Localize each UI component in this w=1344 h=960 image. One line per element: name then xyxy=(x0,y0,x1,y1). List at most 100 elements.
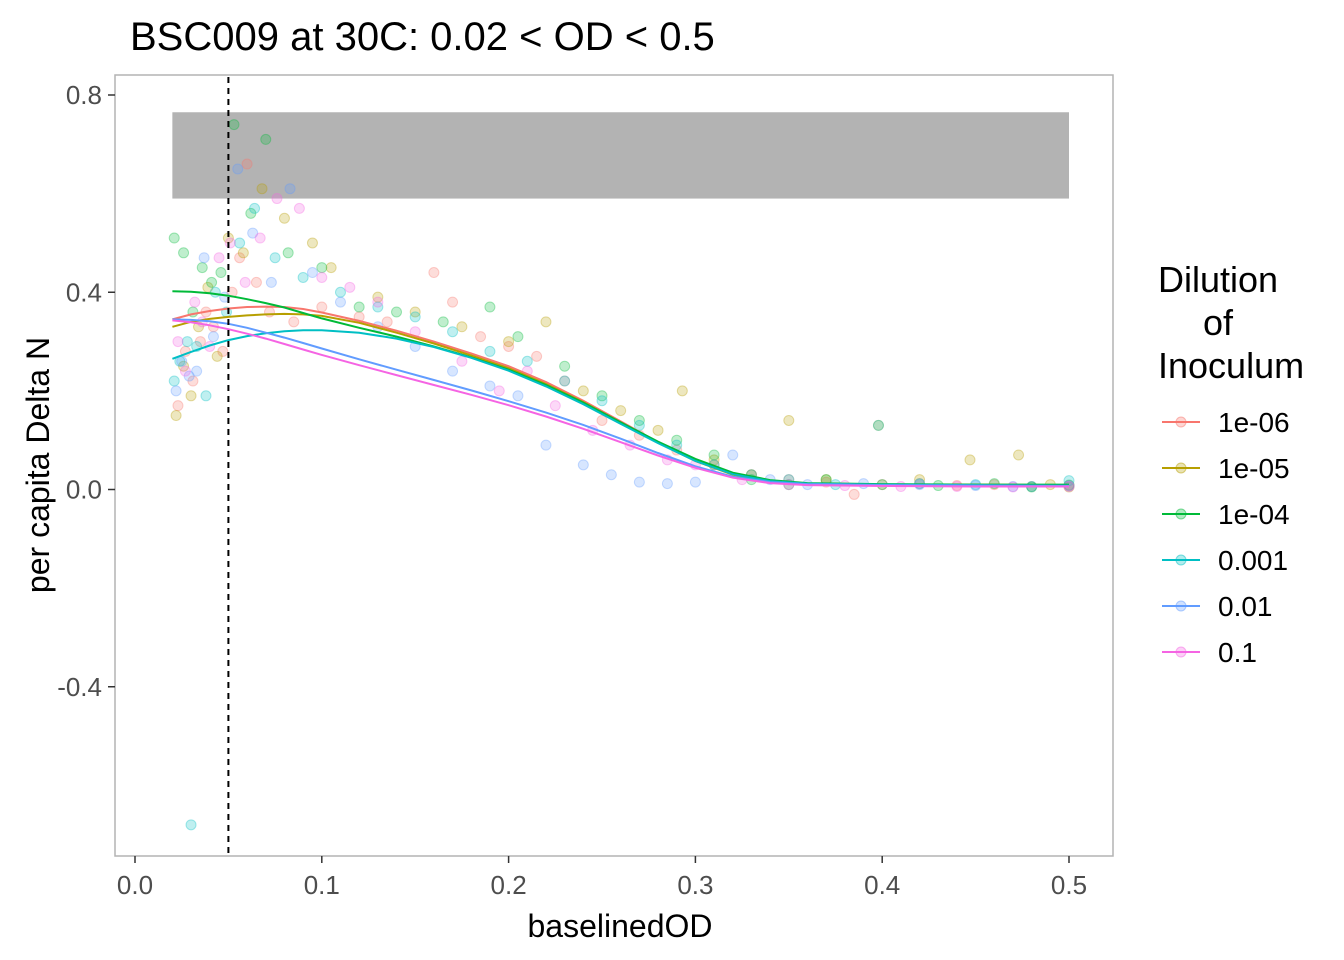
data-point-1e-04-7 xyxy=(245,207,257,219)
data-point-1e-04-18 xyxy=(633,414,645,426)
data-point-0.001-14 xyxy=(409,311,421,323)
data-point-0.01-12 xyxy=(334,296,346,308)
data-point-0.001-17 xyxy=(521,355,533,367)
data-point-1e-06-0 xyxy=(172,400,184,412)
data-point-1e-06-15 xyxy=(381,316,393,328)
data-point-0.1-1 xyxy=(179,365,191,377)
data-point-0.001-6 xyxy=(209,286,221,298)
data-point-1e-05-7 xyxy=(237,247,249,259)
data-point-1e-06-13 xyxy=(316,301,328,313)
data-point-0.1-15 xyxy=(456,355,468,367)
data-point-0.001-19 xyxy=(596,395,608,407)
data-point-1e-04-19 xyxy=(671,434,683,446)
data-point-0.001-10 xyxy=(269,252,281,264)
data-point-1e-06-17 xyxy=(447,296,459,308)
x-tick-label-1: 0.1 xyxy=(304,870,340,900)
data-point-0.01-18 xyxy=(540,439,552,451)
shaded-band xyxy=(172,112,1070,199)
data-point-0.1-9 xyxy=(271,193,283,205)
data-point-1e-05-11 xyxy=(325,262,337,274)
legend: Dilution of Inoculum 1e-06 1e-05 1e-04 0.00… xyxy=(1158,259,1304,668)
data-point-0.1-10 xyxy=(293,202,305,214)
data-point-1e-04-16 xyxy=(559,360,571,372)
data-point-0.001-2 xyxy=(181,336,193,348)
data-point-1e-04-15 xyxy=(512,331,524,343)
data-point-1e-05-27 xyxy=(964,454,976,466)
data-point-0.01-17 xyxy=(512,390,524,402)
data-point-0.1-5 xyxy=(213,252,225,264)
x-axis-label: baselinedOD xyxy=(528,908,713,944)
legend-label-0.01: 0.01 xyxy=(1218,591,1273,622)
data-point-1e-05-10 xyxy=(306,237,318,249)
data-point-0.001-20 xyxy=(633,419,645,431)
data-point-0.01-0 xyxy=(170,385,182,397)
data-point-1e-05-1 xyxy=(178,360,190,372)
data-point-1e-04-5 xyxy=(215,267,227,279)
legend-key-point-0.1 xyxy=(1175,646,1187,658)
data-point-1e-06-11 xyxy=(263,306,275,318)
data-point-0.01-4 xyxy=(198,252,210,264)
data-point-1e-06-9 xyxy=(241,158,253,170)
data-point-1e-04-12 xyxy=(391,306,403,318)
data-point-1e-06-8 xyxy=(234,252,246,264)
data-point-0.001-5 xyxy=(200,390,212,402)
data-point-0.001-18 xyxy=(559,375,571,387)
data-point-1e-04-3 xyxy=(196,262,208,274)
data-point-0.01-15 xyxy=(447,365,459,377)
data-point-0.1-0 xyxy=(172,336,184,348)
plot-panel xyxy=(114,74,1114,857)
data-point-0.001-11 xyxy=(297,271,309,283)
data-point-0.01-2 xyxy=(183,370,195,382)
data-point-1e-05-15 xyxy=(503,336,515,348)
legend-key-point-1e-05 xyxy=(1175,462,1187,474)
data-point-0.001-8 xyxy=(234,237,246,249)
data-point-1e-06-22 xyxy=(596,414,608,426)
legend-title-line-3: Inoculum xyxy=(1158,345,1304,386)
data-point-1e-05-18 xyxy=(615,405,627,417)
data-point-0.01-10 xyxy=(284,183,296,195)
data-point-0.001-9 xyxy=(249,202,261,214)
data-point-1e-06-3 xyxy=(194,336,206,348)
data-point-0.001-16 xyxy=(484,345,496,357)
chart-title: BSC009 at 30C: 0.02 < OD < 0.5 xyxy=(130,15,715,59)
data-point-0.001-26 xyxy=(872,419,884,431)
legend-label-0.1: 0.1 xyxy=(1218,637,1257,668)
data-point-1e-04-20 xyxy=(708,449,720,461)
data-point-1e-05-14 xyxy=(456,321,468,333)
data-point-1e-06-12 xyxy=(288,316,300,328)
data-point-1e-04-10 xyxy=(316,262,328,274)
data-point-1e-04-6 xyxy=(228,119,240,131)
data-point-1e-06-29 xyxy=(848,488,860,500)
data-point-1e-05-2 xyxy=(185,390,197,402)
legend-title-line-2: of xyxy=(1203,302,1234,343)
data-point-1e-06-10 xyxy=(250,276,262,288)
x-tick-label-4: 0.4 xyxy=(864,870,900,900)
data-point-0.001-15 xyxy=(447,326,459,338)
data-point-0.01-16 xyxy=(484,380,496,392)
data-point-1e-06-19 xyxy=(503,340,515,352)
data-point-1e-05-19 xyxy=(652,424,664,436)
data-point-0.01-5 xyxy=(207,331,219,343)
legend-key-point-1e-04 xyxy=(1175,508,1187,520)
data-point-1e-05-17 xyxy=(577,385,589,397)
data-point-0.1-11 xyxy=(316,271,328,283)
data-point-1e-04-1 xyxy=(178,247,190,259)
data-point-0.01-7 xyxy=(232,163,244,175)
data-point-0.1-8 xyxy=(254,232,266,244)
data-point-0.01-24 xyxy=(727,449,739,461)
legend-title-line-1: Dilution xyxy=(1158,259,1278,300)
data-point-1e-04-8 xyxy=(260,133,272,145)
x-tick-label-0: 0.0 xyxy=(117,870,153,900)
data-point-1e-04-13 xyxy=(437,316,449,328)
data-point-0.1-16 xyxy=(493,385,505,397)
data-point-0.01-20 xyxy=(605,469,617,481)
data-point-1e-04-14 xyxy=(484,301,496,313)
x-tick-label-5: 0.5 xyxy=(1051,870,1087,900)
data-point-1e-05-20 xyxy=(676,385,688,397)
y-axis-label: per capita Delta N xyxy=(20,337,56,593)
data-point-1e-04-9 xyxy=(282,247,294,259)
data-point-1e-04-0 xyxy=(168,232,180,244)
data-point-1e-04-4 xyxy=(206,276,218,288)
data-point-1e-05-5 xyxy=(211,350,223,362)
data-point-1e-05-13 xyxy=(409,306,421,318)
